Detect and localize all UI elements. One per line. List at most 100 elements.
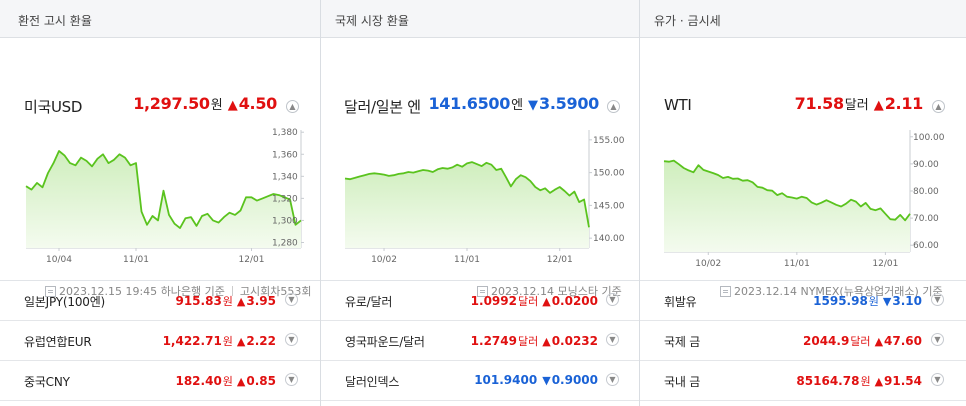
change-up-arrow-icon: ▲	[227, 98, 238, 113]
rate-list: 유로/달러 1.0992 달러 ▲ 0.0200 ▼ 영국파운드/달러 1.27…	[321, 281, 639, 401]
chevron-down-icon[interactable]: ▼	[606, 373, 619, 386]
series-line	[663, 159, 911, 222]
item-change: 3.95	[246, 294, 276, 308]
source-date: 2023.12.14	[734, 284, 797, 298]
item-unit: 달러	[517, 295, 539, 308]
item-name: 달러인덱스	[345, 375, 400, 389]
item-value: 101.9400	[474, 373, 538, 387]
y-tick-label: 1,340	[272, 172, 298, 182]
chevron-down-icon[interactable]: ▼	[931, 373, 944, 386]
main-quote: 141.6500 엔 ▼ 3.5900	[428, 94, 599, 113]
main-item-name[interactable]: 달러/일본 엔	[344, 98, 421, 116]
panel-header[interactable]: 국제 시장 환율	[321, 0, 639, 38]
change-up-arrow-icon: ▲	[874, 335, 884, 348]
chevron-up-icon[interactable]: ▲	[286, 100, 299, 113]
item-value: 2044.9	[803, 334, 850, 348]
list-item[interactable]: 국내 금 85164.78 원 ▲ 91.54 ▼	[640, 361, 966, 401]
item-name: 휘발유	[664, 295, 697, 309]
source-provider: 하나은행 기준	[160, 285, 225, 298]
chevron-down-icon[interactable]: ▼	[285, 293, 298, 306]
y-tick-label: 1,380	[272, 128, 298, 138]
item-change: 0.9000	[551, 373, 598, 387]
main-value: 71.58	[794, 94, 844, 113]
item-name: 중국CNY	[24, 375, 70, 389]
document-icon	[720, 285, 731, 297]
item-value: 182.40	[175, 374, 222, 388]
chart-source: 2023.12.14 모닝스타 기준	[477, 283, 622, 299]
list-item[interactable]: 중국CNY 182.40 원 ▲ 0.85 ▼	[0, 361, 320, 401]
y-tick-label: 100.00	[913, 133, 945, 143]
y-tick-label: 60.00	[913, 241, 939, 251]
change-up-arrow-icon: ▲	[873, 98, 884, 113]
chevron-up-icon[interactable]: ▲	[932, 100, 945, 113]
main-item-name[interactable]: 미국USD	[24, 98, 83, 116]
item-quote: 101.9400 ▼ 0.9000	[474, 373, 598, 387]
chevron-down-icon[interactable]: ▼	[931, 293, 944, 306]
item-unit: 달러	[850, 335, 871, 348]
item-value: 85164.78	[796, 374, 860, 388]
y-tick-label: 155.00	[593, 136, 625, 146]
main-item-name[interactable]: WTI	[664, 96, 692, 114]
main-unit: 달러	[844, 98, 869, 113]
main-quote: 1,297.50 원 ▲ 4.50	[133, 94, 277, 113]
y-tick-label: 140.00	[593, 234, 625, 244]
change-down-arrow-icon: ▼	[528, 98, 539, 113]
list-item[interactable]: 국제 금 2044.9 달러 ▲ 47.60 ▼	[640, 321, 966, 361]
item-quote: 1.2749 달러 ▲ 0.0232	[471, 333, 598, 349]
source-date: 2023.12.14	[491, 284, 554, 298]
x-tick-label: 10/02	[371, 255, 397, 265]
panel-international-fx: 국제 시장 환율 달러/일본 엔 141.6500 엔 ▼ 3.5900 ▲ 1…	[321, 0, 640, 406]
series-area	[26, 151, 301, 248]
x-tick-label: 12/01	[872, 259, 898, 268]
item-change: 91.54	[884, 374, 922, 388]
panel-header[interactable]: 환전 고시 환율	[0, 0, 320, 38]
item-quote: 1595.98 원 ▼ 3.10	[813, 293, 922, 309]
item-value: 915.83	[175, 294, 222, 308]
item-value: 1,422.71	[162, 334, 222, 348]
chevron-down-icon[interactable]: ▼	[285, 333, 298, 346]
item-quote: 1,422.71 원 ▲ 2.22	[163, 333, 276, 349]
item-change: 0.0200	[551, 294, 598, 308]
x-tick-label: 11/01	[454, 255, 480, 265]
series-line	[25, 150, 302, 229]
main-unit: 엔	[511, 98, 524, 113]
source-provider: 모닝스타 기준	[557, 285, 622, 298]
item-unit: 달러	[517, 335, 539, 348]
chevron-down-icon[interactable]: ▼	[606, 333, 619, 346]
item-change: 3.10	[892, 294, 922, 308]
change-down-arrow-icon: ▼	[882, 295, 892, 308]
panel-header[interactable]: 유가 · 금시세	[640, 0, 966, 38]
list-item[interactable]: 영국파운드/달러 1.2749 달러 ▲ 0.0232 ▼	[321, 321, 639, 361]
change-down-arrow-icon: ▼	[542, 374, 551, 387]
change-up-arrow-icon: ▲	[542, 335, 551, 348]
list-item[interactable]: 유럽연합EUR 1,422.71 원 ▲ 2.22 ▼	[0, 321, 320, 361]
list-item[interactable]: 일본JPY(100엔) 915.83 원 ▲ 3.95 ▼	[0, 281, 320, 321]
divider	[231, 286, 233, 296]
list-item[interactable]: 유로/달러 1.0992 달러 ▲ 0.0200 ▼	[321, 281, 639, 321]
chevron-down-icon[interactable]: ▼	[285, 373, 298, 386]
main-change: 4.50	[238, 94, 278, 113]
usd-jpy-chart: 155.00 150.00 145.00 140.00 10/02 11/01 12/01	[344, 130, 625, 265]
chevron-down-icon[interactable]: ▼	[931, 333, 944, 346]
document-icon	[477, 285, 488, 297]
y-tick-label: 1,300	[272, 216, 298, 226]
x-tick-label: 11/01	[784, 259, 810, 268]
chevron-up-icon[interactable]: ▲	[607, 100, 620, 113]
item-change: 2.22	[246, 334, 276, 348]
y-tick-label: 1,280	[272, 238, 298, 248]
item-unit: 원	[222, 295, 233, 308]
item-value: 1595.98	[813, 294, 868, 308]
y-tick-label: 150.00	[593, 169, 625, 179]
item-quote: 915.83 원 ▲ 3.95	[175, 293, 276, 309]
y-tick-label: 145.00	[593, 201, 625, 211]
chart-source: 2023.12.14 NYMEX(뉴욕상업거래소) 기준	[720, 283, 943, 299]
chevron-down-icon[interactable]: ▼	[606, 293, 619, 306]
list-item[interactable]: 휘발유 1595.98 원 ▼ 3.10 ▼	[640, 281, 966, 321]
main-unit: 원	[210, 98, 223, 113]
main-change: 3.5900	[539, 94, 599, 113]
item-unit: 원	[222, 335, 233, 348]
change-up-arrow-icon: ▲	[236, 335, 246, 348]
panel-summary: 달러/일본 엔 141.6500 엔 ▼ 3.5900 ▲ 155.00 150.…	[321, 38, 639, 298]
main-quote: 71.58 달러 ▲ 2.11	[794, 94, 924, 113]
list-item[interactable]: 달러인덱스 101.9400 ▼ 0.9000 ▼	[321, 361, 639, 401]
